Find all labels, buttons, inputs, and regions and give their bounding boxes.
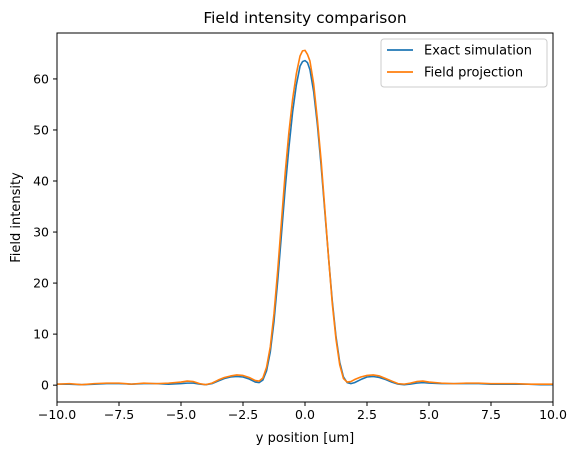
x-tick-label: −2.5: [228, 407, 258, 422]
y-tick-label: 40: [33, 174, 49, 189]
x-axis-label: y position [um]: [256, 431, 355, 446]
chart-title: Field intensity comparison: [203, 9, 406, 27]
axis-ticks: −10.0 −7.5 −5.0 −2.5 0.0 2.5 5.0 7.5 10.0 0 10 20 30…: [33, 71, 567, 422]
legend-label: Exact simulation: [424, 44, 532, 59]
x-tick-label: −10.0: [38, 407, 76, 422]
legend-box: [380, 38, 548, 88]
y-tick-label: 10: [33, 327, 49, 342]
y-tick-label: 0: [41, 378, 49, 393]
x-tick-label: 2.5: [357, 407, 377, 422]
x-tick-label: 10.0: [539, 407, 567, 422]
y-tick-label: 30: [33, 225, 49, 240]
y-axis-label: Field intensity: [9, 172, 24, 263]
series-line-2: [57, 49, 553, 386]
x-tick-label: −5.0: [166, 407, 196, 422]
series-lines: [57, 49, 553, 386]
y-tick-label: 50: [33, 122, 49, 137]
x-tick-label: 7.5: [481, 407, 501, 422]
x-tick-label: 5.0: [419, 407, 439, 422]
legend-label: Field projection: [424, 66, 523, 81]
x-tick-label: 0.0: [295, 407, 315, 422]
legend: Exact simulation Field projection: [380, 38, 548, 88]
series-line-1: [57, 59, 553, 386]
y-tick-label: 20: [33, 276, 49, 291]
x-tick-label: −7.5: [104, 407, 134, 422]
y-tick-label: 60: [33, 71, 49, 86]
